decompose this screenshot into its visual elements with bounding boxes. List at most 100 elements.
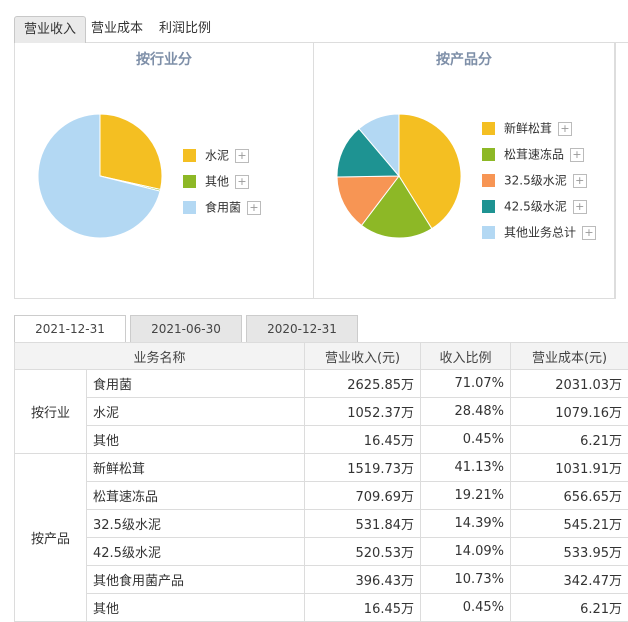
industry-chart-title: 按行业分: [15, 49, 313, 69]
legend-swatch: [482, 226, 495, 239]
industry-chart-panel: 按行业分 水泥 + 其他 + 食用菌 +: [15, 43, 314, 298]
row-ratio: 10.73%: [421, 566, 511, 594]
row-ratio: 0.45%: [421, 426, 511, 454]
legend-item-cement-325[interactable]: 32.5级水泥 +: [482, 167, 596, 193]
legend-swatch: [482, 200, 495, 213]
industry-pie-chart: [37, 113, 163, 239]
row-name: 松茸速冻品: [87, 482, 305, 510]
table-row: 水泥 1052.37万 28.48% 1079.16万: [15, 398, 628, 426]
legend-swatch: [183, 175, 196, 188]
row-ratio: 71.07%: [421, 370, 511, 398]
product-chart-panel: 按产品分 新鲜松茸+ 松茸速冻品+ 32.5级水泥+ 42.5级水泥+ 其他业务…: [314, 43, 615, 298]
legend-label: 水泥: [205, 149, 229, 163]
row-revenue: 1519.73万: [305, 454, 421, 482]
expand-plus-icon[interactable]: +: [570, 148, 584, 162]
row-ratio: 28.48%: [421, 398, 511, 426]
row-name: 新鲜松茸: [87, 454, 305, 482]
header-cost: 营业成本(元): [511, 343, 628, 370]
table-row: 42.5级水泥 520.53万 14.09% 533.95万: [15, 538, 628, 566]
legend-label: 新鲜松茸: [504, 122, 552, 136]
row-name: 其他: [87, 594, 305, 622]
table-row: 其他 16.45万 0.45% 6.21万: [15, 594, 628, 622]
expand-plus-icon[interactable]: +: [582, 226, 596, 240]
legend-swatch: [482, 174, 495, 187]
legend-item-mushroom[interactable]: 食用菌 +: [183, 194, 261, 220]
date-tab-bar: 2021-12-31 2021-06-30 2020-12-31: [14, 313, 628, 344]
row-revenue: 709.69万: [305, 482, 421, 510]
row-revenue: 396.43万: [305, 566, 421, 594]
row-name: 42.5级水泥: [87, 538, 305, 566]
charts-area: 按行业分 水泥 + 其他 + 食用菌 + 按产品分 新鲜松茸 + 松茸速冻品 + 32.5…: [14, 43, 616, 299]
legend-swatch: [183, 149, 196, 162]
legend-label: 32.5级水泥: [504, 174, 567, 188]
table-row: 其他 16.45万 0.45% 6.21万: [15, 426, 628, 454]
legend-item-cement[interactable]: 水泥 +: [183, 142, 261, 168]
row-name: 食用菌: [87, 370, 305, 398]
table-row: 按产品 新鲜松茸 1519.73万 41.13% 1031.91万: [15, 454, 628, 482]
product-chart-title: 按产品分: [314, 49, 614, 69]
row-revenue: 16.45万: [305, 426, 421, 454]
row-ratio: 41.13%: [421, 454, 511, 482]
product-legend: 新鲜松茸+ 松茸速冻品+ 32.5级水泥+ 42.5级水泥+ 其他业务总计+: [482, 115, 596, 245]
expand-plus-icon[interactable]: +: [558, 122, 572, 136]
header-ratio: 收入比例: [421, 343, 511, 370]
legend-item-frozen-matsutake[interactable]: 松茸速冻品 +: [482, 141, 596, 167]
row-cost: 1079.16万: [511, 398, 628, 426]
row-name: 其他食用菌产品: [87, 566, 305, 594]
date-tab-2021-06-30[interactable]: 2021-06-30: [130, 315, 242, 342]
date-tab-2021-12-31[interactable]: 2021-12-31: [14, 315, 126, 343]
row-ratio: 14.39%: [421, 510, 511, 538]
tab-cost[interactable]: 营业成本: [82, 16, 152, 42]
row-revenue: 16.45万: [305, 594, 421, 622]
industry-legend: 水泥 + 其他 + 食用菌 +: [183, 142, 261, 220]
expand-plus-icon[interactable]: +: [573, 200, 587, 214]
expand-plus-icon[interactable]: +: [573, 174, 587, 188]
row-cost: 342.47万: [511, 566, 628, 594]
row-cost: 533.95万: [511, 538, 628, 566]
row-revenue: 1052.37万: [305, 398, 421, 426]
row-ratio: 14.09%: [421, 538, 511, 566]
row-name: 32.5级水泥: [87, 510, 305, 538]
row-cost: 6.21万: [511, 426, 628, 454]
header-business-name: 业务名称: [15, 343, 305, 370]
table-header-row: 业务名称 营业收入(元) 收入比例 营业成本(元): [15, 343, 628, 370]
table-row: 按行业 食用菌 2625.85万 71.07% 2031.03万: [15, 370, 628, 398]
legend-label: 其他业务总计: [504, 226, 576, 240]
legend-label: 其他: [205, 175, 229, 189]
group-label-product: 按产品: [15, 454, 87, 622]
date-tab-2020-12-31[interactable]: 2020-12-31: [246, 315, 358, 342]
legend-swatch: [482, 122, 495, 135]
legend-label: 松茸速冻品: [504, 148, 564, 162]
tab-profit-ratio[interactable]: 利润比例: [150, 16, 220, 42]
legend-label: 42.5级水泥: [504, 200, 567, 214]
row-name: 水泥: [87, 398, 305, 426]
revenue-breakdown-table: 业务名称 营业收入(元) 收入比例 营业成本(元) 按行业 食用菌 2625.8…: [14, 342, 628, 622]
legend-item-other[interactable]: 其他 +: [183, 168, 261, 194]
table-row: 32.5级水泥 531.84万 14.39% 545.21万: [15, 510, 628, 538]
legend-item-other-total[interactable]: 其他业务总计 +: [482, 219, 596, 245]
tab-revenue[interactable]: 营业收入: [14, 16, 86, 43]
row-revenue: 520.53万: [305, 538, 421, 566]
row-ratio: 19.21%: [421, 482, 511, 510]
row-cost: 6.21万: [511, 594, 628, 622]
row-cost: 656.65万: [511, 482, 628, 510]
row-cost: 1031.91万: [511, 454, 628, 482]
expand-plus-icon[interactable]: +: [235, 175, 249, 189]
table-row: 松茸速冻品 709.69万 19.21% 656.65万: [15, 482, 628, 510]
row-revenue: 2625.85万: [305, 370, 421, 398]
legend-item-fresh-matsutake[interactable]: 新鲜松茸 +: [482, 115, 596, 141]
table-row: 其他食用菌产品 396.43万 10.73% 342.47万: [15, 566, 628, 594]
legend-item-cement-425[interactable]: 42.5级水泥 +: [482, 193, 596, 219]
row-cost: 545.21万: [511, 510, 628, 538]
product-pie-chart: [336, 113, 462, 239]
header-revenue: 营业收入(元): [305, 343, 421, 370]
legend-swatch: [482, 148, 495, 161]
row-revenue: 531.84万: [305, 510, 421, 538]
legend-swatch: [183, 201, 196, 214]
expand-plus-icon[interactable]: +: [235, 149, 249, 163]
row-ratio: 0.45%: [421, 594, 511, 622]
top-tab-bar: 营业收入 营业成本 利润比例: [14, 14, 628, 43]
legend-label: 食用菌: [205, 201, 241, 215]
row-name: 其他: [87, 426, 305, 454]
expand-plus-icon[interactable]: +: [247, 201, 261, 215]
